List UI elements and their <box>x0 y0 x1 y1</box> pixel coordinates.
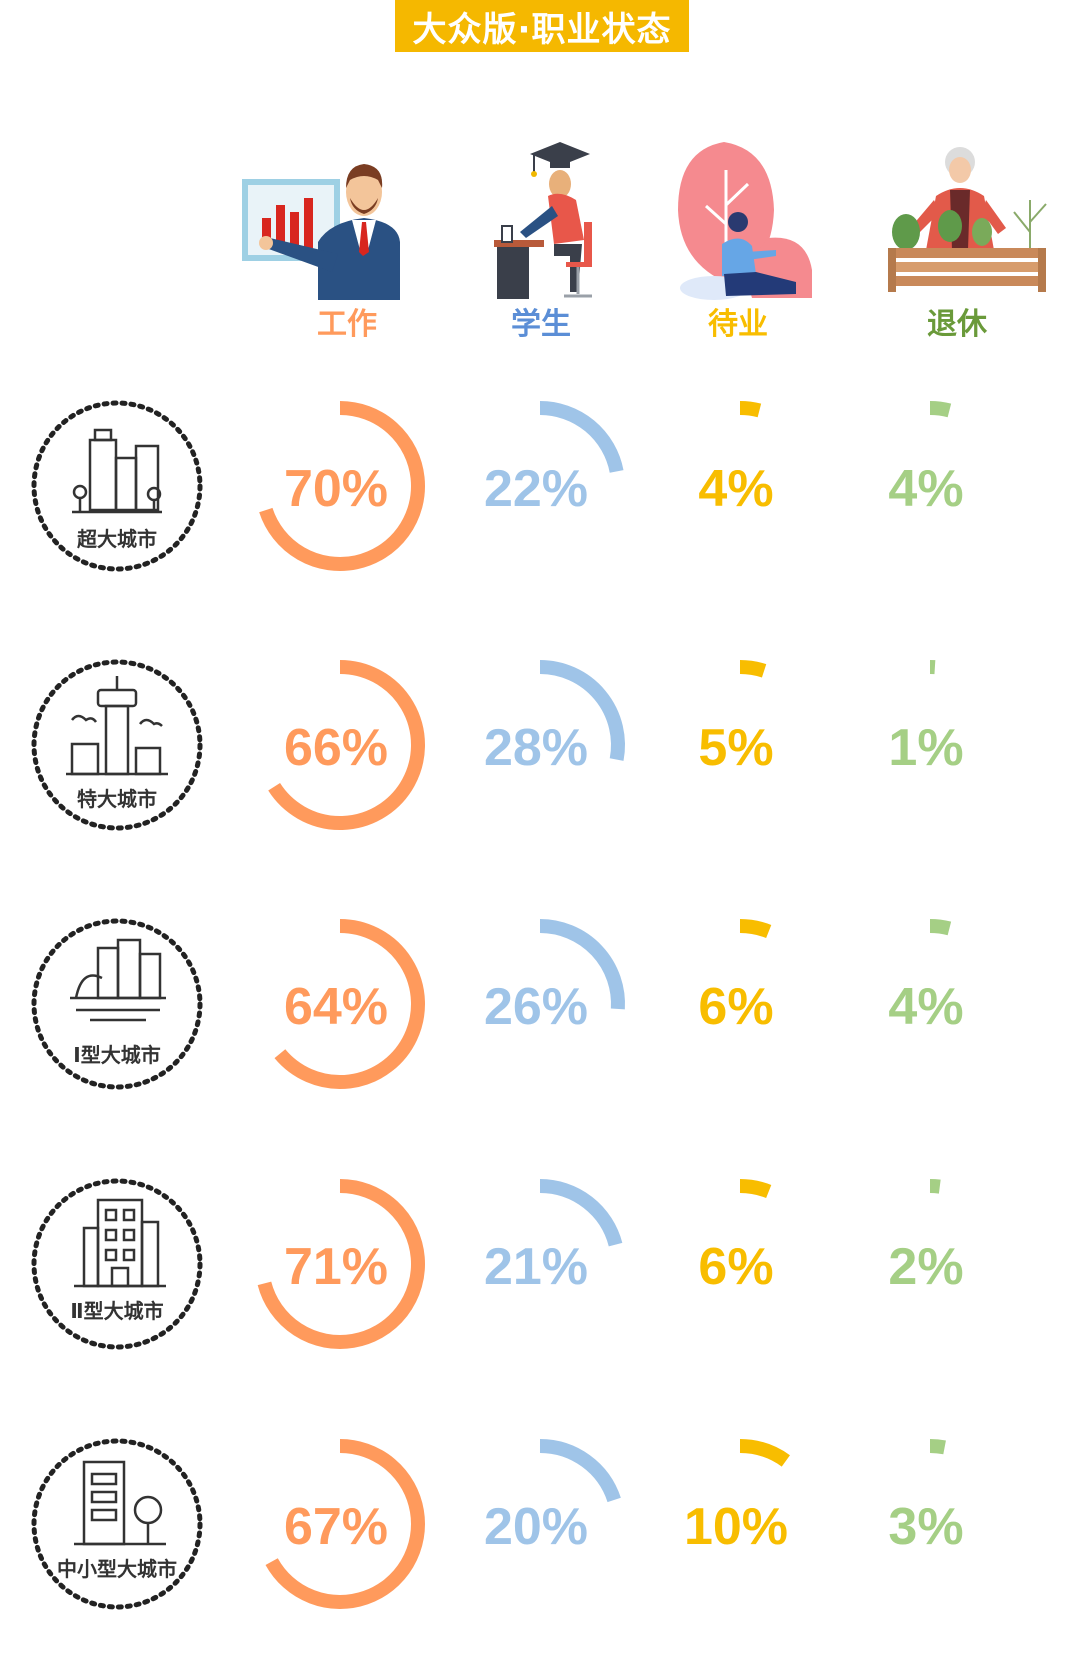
small-building-icon <box>74 1460 166 1546</box>
value-label-unemployed: 10% <box>684 1498 788 1556</box>
city-label: 超大城市 <box>76 527 157 551</box>
value-label-student: 21% <box>484 1238 588 1296</box>
tower-city-icon <box>66 676 168 776</box>
progress-ring-work <box>274 919 425 1089</box>
column-label-unemployed: 待业 <box>708 307 768 342</box>
column-label-work: 工作 <box>317 307 377 342</box>
city-badge: Ⅰ型大城市 <box>31 918 203 1090</box>
progress-ring-retired <box>929 401 952 418</box>
value-label-unemployed: 6% <box>698 1238 773 1296</box>
progress-ring-student <box>539 919 625 1010</box>
progress-ring-work <box>268 660 425 830</box>
value-label-student: 22% <box>484 460 588 518</box>
progress-ring-student <box>539 660 625 761</box>
title-banner: 大众版·职业状态 <box>395 0 689 52</box>
value-label-unemployed: 6% <box>698 978 773 1036</box>
progress-ring-unemployed <box>739 1439 790 1467</box>
presenter-man-icon <box>242 164 400 300</box>
column-label-retired: 退休 <box>927 307 988 342</box>
progress-ring-unemployed <box>739 919 772 939</box>
progress-ring-work <box>265 1439 425 1609</box>
value-label-work: 71% <box>284 1238 388 1296</box>
value-label-work: 66% <box>284 719 388 777</box>
city-badge: 中小型大城市 <box>31 1438 203 1610</box>
office-building-icon <box>74 1198 166 1288</box>
city-label: 特大城市 <box>77 787 157 811</box>
value-label-unemployed: 5% <box>698 719 773 777</box>
progress-ring-unemployed <box>739 1179 772 1199</box>
value-label-retired: 3% <box>888 1498 963 1556</box>
progress-ring-student <box>539 1439 621 1503</box>
progress-ring-work <box>259 401 425 571</box>
waterfront-city-icon <box>70 938 166 1022</box>
column-label-student: 学生 <box>511 307 571 342</box>
sitting-person-icon <box>678 142 812 300</box>
city-badge: 超大城市 <box>31 400 203 572</box>
value-label-student: 20% <box>484 1498 588 1556</box>
value-label-retired: 4% <box>888 460 963 518</box>
progress-ring-retired <box>929 1179 941 1194</box>
progress-ring-student <box>539 1179 623 1247</box>
value-label-retired: 1% <box>888 719 963 777</box>
progress-ring-work <box>257 1179 425 1349</box>
city-badge: 特大城市 <box>31 659 203 831</box>
progress-ring-unemployed <box>739 401 762 418</box>
city-label: Ⅱ型大城市 <box>70 1299 163 1323</box>
value-label-work: 70% <box>284 460 388 518</box>
page-title: 大众版·职业状态 <box>412 9 672 50</box>
skyscrapers-icon <box>72 428 162 514</box>
value-label-retired: 2% <box>888 1238 963 1296</box>
value-label-retired: 4% <box>888 978 963 1036</box>
progress-ring-retired <box>929 919 952 936</box>
progress-ring-unemployed <box>739 660 767 678</box>
chart-marks: 70% 22% 4% 4% 66% 28% 5% 1% 64% 26% 6% 4% 71% 21% 6% 2%… <box>257 401 964 1609</box>
progress-ring-retired <box>929 1438 946 1455</box>
progress-ring-student <box>539 401 624 473</box>
city-label: 中小型大城市 <box>57 1557 177 1581</box>
value-label-work: 67% <box>284 1498 388 1556</box>
value-label-work: 64% <box>284 978 388 1036</box>
value-label-student: 28% <box>484 719 588 777</box>
graduate-student-icon <box>494 142 592 299</box>
elderly-gardener-icon <box>888 147 1047 292</box>
city-badge: Ⅱ型大城市 <box>31 1178 203 1350</box>
city-label: Ⅰ型大城市 <box>73 1043 160 1067</box>
value-label-student: 26% <box>484 978 588 1036</box>
value-label-unemployed: 4% <box>698 460 773 518</box>
